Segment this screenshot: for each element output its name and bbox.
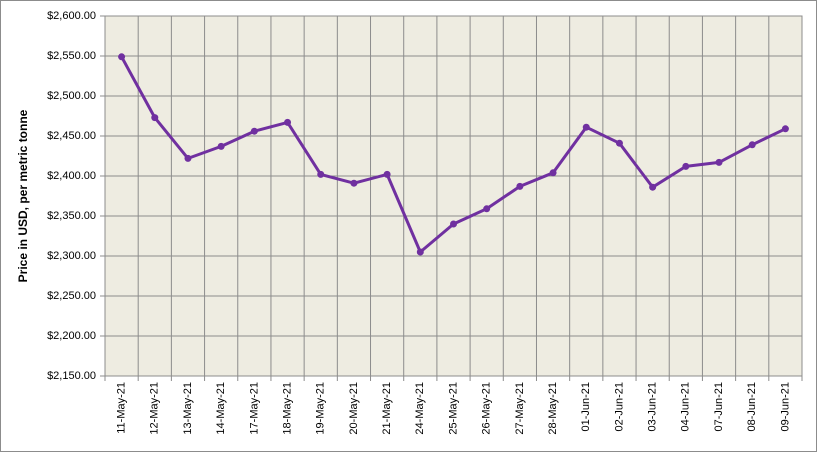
x-tick-label: 24-May-21: [414, 382, 426, 435]
x-tick-label: 28-May-21: [547, 382, 559, 435]
x-tick-label: 01-Jun-21: [580, 382, 592, 432]
y-tick-label: $2,550.00: [47, 50, 96, 62]
data-point: [582, 123, 590, 131]
y-tick-label: $2,450.00: [47, 130, 96, 142]
data-point: [450, 220, 457, 228]
data-point: [118, 53, 126, 61]
data-point: [483, 205, 491, 213]
y-tick-label: $2,200.00: [47, 330, 96, 342]
data-point: [350, 179, 358, 187]
x-tick-label: 18-May-21: [281, 382, 293, 435]
data-point: [748, 141, 756, 149]
x-tick-label: 08-Jun-21: [746, 382, 758, 432]
data-point: [383, 170, 391, 178]
data-point: [416, 248, 424, 256]
y-tick-label: $2,500.00: [47, 90, 96, 102]
x-tick-label: 27-May-21: [514, 382, 526, 435]
y-tick-label: $2,350.00: [47, 210, 96, 222]
data-point: [184, 154, 192, 162]
data-point: [715, 158, 723, 166]
x-tick-label: 09-Jun-21: [779, 382, 791, 432]
x-tick-label: 14-May-21: [215, 382, 227, 435]
x-tick-label: 20-May-21: [348, 382, 360, 435]
plot-frame: [104, 15, 803, 377]
data-point: [615, 139, 623, 147]
x-tick-label: 07-Jun-21: [713, 382, 725, 432]
data-point: [217, 142, 225, 150]
data-point: [284, 118, 292, 126]
y-tick-label: $2,600.00: [47, 10, 96, 22]
y-axis-label: Price in USD, per metric tonne: [16, 109, 30, 282]
x-tick-label: 02-Jun-21: [613, 382, 625, 432]
x-tick-label: 03-Jun-21: [647, 382, 659, 432]
data-point: [250, 127, 258, 135]
data-point: [317, 170, 325, 178]
x-tick-label: 25-May-21: [447, 382, 459, 435]
data-point: [549, 169, 557, 177]
x-tick-label: 12-May-21: [149, 382, 161, 435]
x-tick-label: 17-May-21: [248, 382, 260, 435]
x-tick-label: 19-May-21: [315, 382, 327, 435]
x-tick-label: 21-May-21: [381, 382, 393, 435]
plot-area: [105, 16, 802, 376]
y-tick-label: $2,250.00: [47, 290, 96, 302]
y-tick-label: $2,400.00: [47, 170, 96, 182]
x-tick-label: 11-May-21: [116, 382, 128, 434]
x-tick-label: 26-May-21: [481, 382, 493, 435]
data-point: [516, 182, 524, 190]
data-point: [682, 162, 690, 170]
data-point: [649, 183, 657, 191]
y-tick-label: $2,150.00: [47, 370, 96, 382]
data-point: [151, 114, 159, 122]
x-tick-label: 13-May-21: [182, 382, 194, 435]
data-point: [781, 125, 789, 133]
y-tick-label: $2,300.00: [47, 250, 96, 262]
x-tick-label: 04-Jun-21: [680, 382, 692, 432]
